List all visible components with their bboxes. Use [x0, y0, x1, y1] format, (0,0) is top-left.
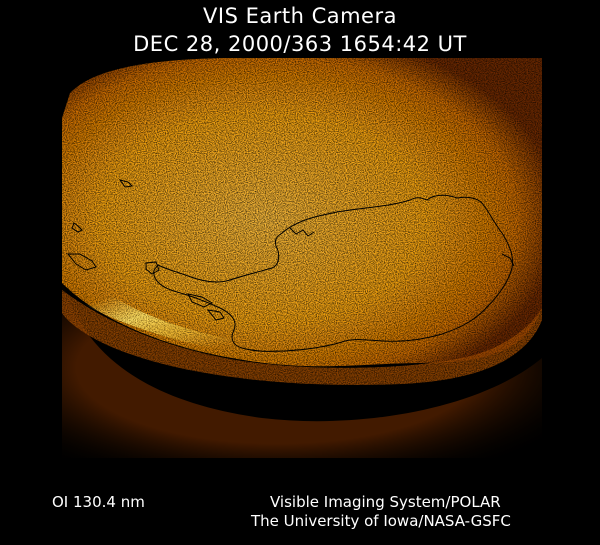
- haze-region: [62, 278, 542, 458]
- coast-fragment: [501, 253, 515, 267]
- coastline: [153, 194, 513, 352]
- coast-fragment: [66, 253, 97, 271]
- earth-disk: [62, 58, 542, 367]
- earth-image: [62, 58, 542, 458]
- coast-fragment: [71, 222, 83, 233]
- coast-fragment: [145, 261, 160, 275]
- coast-fragment: [187, 293, 214, 308]
- coast-fragment: [206, 309, 225, 321]
- instrument-label: Visible Imaging System/POLAR: [270, 493, 501, 511]
- institution-label: The University of Iowa/NASA-GSFC: [251, 512, 511, 530]
- coast-fragment: [118, 179, 134, 188]
- earth-camera-image-icon: [62, 58, 542, 458]
- coast-fragment: [289, 227, 315, 237]
- bright-limb: [62, 253, 362, 359]
- outer-rim: [62, 290, 542, 385]
- camera-title: VIS Earth Camera: [203, 4, 397, 28]
- filter-wavelength-label: OI 130.4 nm: [52, 493, 145, 511]
- timestamp: DEC 28, 2000/363 1654:42 UT: [133, 32, 467, 56]
